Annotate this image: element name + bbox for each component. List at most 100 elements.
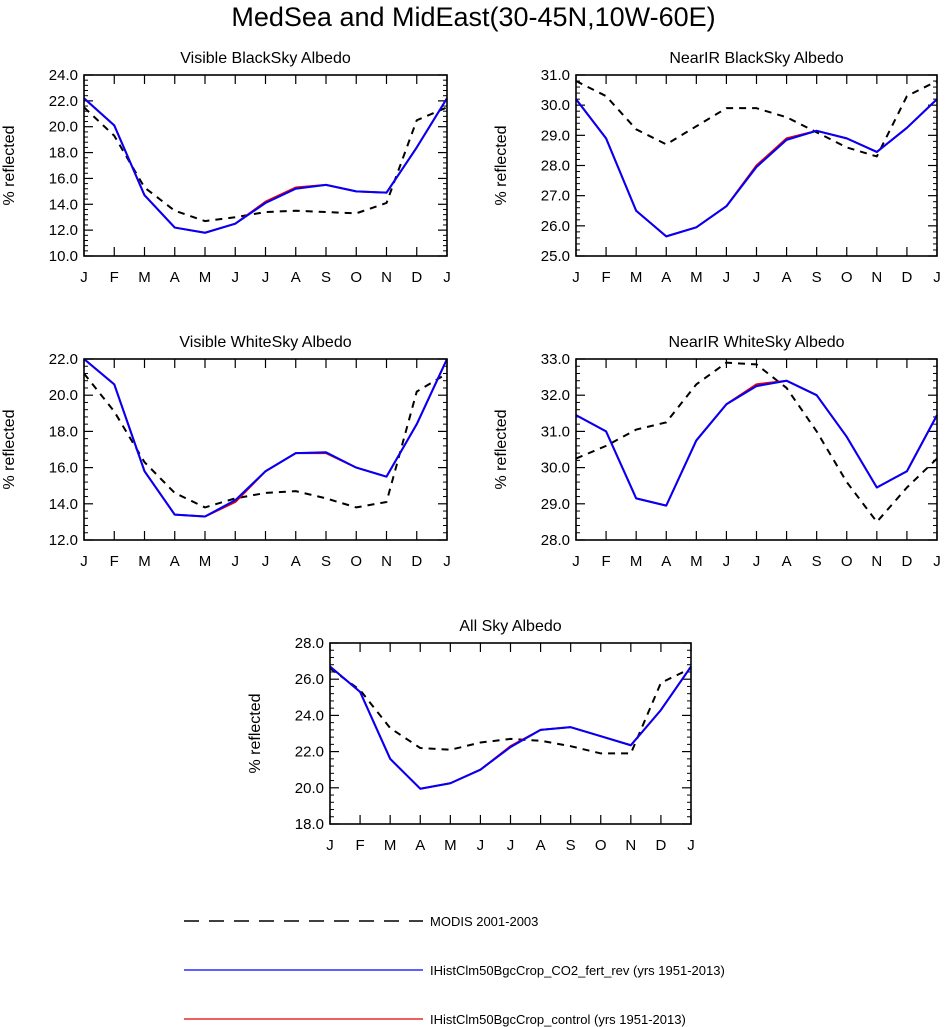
x-tick-label: F (110, 553, 119, 570)
y-tick-label: 18.0 (49, 145, 78, 162)
x-tick-label: A (661, 269, 671, 286)
y-tick-label: 16.0 (49, 170, 78, 187)
series-line-1 (329, 665, 692, 790)
y-tick-label: 26.0 (541, 218, 570, 235)
legend-label-control: IHistClm50BgcCrop_control (yrs 1951-2013… (430, 1012, 686, 1027)
series-line-0 (83, 106, 448, 223)
x-tick-label: J (80, 553, 88, 570)
y-axis-label: % reflected (1, 125, 18, 205)
plot-frame (329, 642, 692, 825)
legend-label-co2: IHistClm50BgcCrop_CO2_fert_rev (yrs 1951… (430, 963, 725, 978)
legend-label-modis: MODIS 2001-2003 (430, 914, 538, 929)
x-tick-label: J (753, 269, 761, 286)
series-line-0 (83, 372, 448, 509)
x-tick-label: A (291, 269, 301, 286)
plot-frame (83, 358, 448, 541)
y-axis-label: % reflected (493, 125, 510, 205)
y-tick-label: 10.0 (49, 248, 78, 265)
x-tick-label: S (812, 269, 822, 286)
x-tick-label: A (782, 553, 792, 570)
series-line-0 (575, 361, 938, 523)
series-line-1 (83, 97, 448, 234)
series-line-2 (329, 665, 692, 790)
x-tick-label: A (536, 837, 546, 854)
x-tick-label: J (572, 553, 580, 570)
y-tick-label: 22.0 (49, 351, 78, 368)
y-tick-label: 12.0 (49, 532, 78, 549)
x-tick-label: A (782, 269, 792, 286)
plot-frame (83, 74, 448, 257)
x-tick-label: D (901, 553, 912, 570)
y-tick-label: 18.0 (295, 816, 324, 833)
y-tick-label: 28.0 (295, 635, 324, 652)
series-line-1 (83, 358, 448, 518)
x-tick-label: O (841, 553, 853, 570)
chart-panel-3: NearIR WhiteSky Albedo % reflected 28.0 29.… (493, 334, 941, 570)
y-tick-label: 31.0 (541, 423, 570, 440)
x-tick-label: F (601, 553, 610, 570)
y-tick-label: 26.0 (295, 671, 324, 688)
x-tick-label: J (753, 553, 761, 570)
y-tick-label: 20.0 (295, 780, 324, 797)
x-tick-label: S (321, 553, 331, 570)
x-tick-label: O (595, 837, 607, 854)
chart-panel-2: Visible WhiteSky Albedo % reflected 12.0 14… (1, 334, 451, 570)
x-tick-label: S (321, 269, 331, 286)
y-tick-label: 24.0 (49, 67, 78, 84)
y-tick-label: 20.0 (49, 387, 78, 404)
x-tick-label: J (232, 269, 240, 286)
x-tick-label: D (411, 269, 422, 286)
y-tick-label: 30.0 (541, 460, 570, 477)
x-tick-label: J (80, 269, 88, 286)
x-tick-label: M (690, 553, 703, 570)
chart-panel-4: All Sky Albedo % reflected 18.0 20.0 22.0 24.… (247, 618, 695, 854)
x-tick-label: D (901, 269, 912, 286)
y-tick-label: 22.0 (49, 93, 78, 110)
x-tick-label: M (690, 269, 703, 286)
x-tick-label: N (871, 269, 882, 286)
chart-panel-0: Visible BlackSky Albedo % reflected 10.0 12… (1, 50, 451, 286)
y-tick-label: 16.0 (49, 460, 78, 477)
y-tick-label: 14.0 (49, 496, 78, 513)
series-line-2 (83, 97, 448, 234)
x-tick-label: M (199, 553, 212, 570)
x-tick-label: J (723, 553, 731, 570)
x-tick-label: J (443, 553, 451, 570)
x-tick-label: J (232, 553, 240, 570)
x-tick-label: O (841, 269, 853, 286)
x-tick-label: J (933, 553, 941, 570)
x-tick-label: J (507, 837, 515, 854)
y-tick-label: 32.0 (541, 387, 570, 404)
x-tick-label: N (381, 269, 392, 286)
x-tick-label: J (572, 269, 580, 286)
series-line-2 (83, 358, 448, 518)
series-line-0 (329, 667, 692, 755)
y-tick-label: 31.0 (541, 67, 570, 84)
x-tick-label: J (443, 269, 451, 286)
series-line-0 (575, 80, 938, 158)
x-tick-label: J (933, 269, 941, 286)
x-tick-label: A (291, 553, 301, 570)
x-tick-label: F (110, 269, 119, 286)
x-tick-label: A (415, 837, 425, 854)
x-tick-label: J (262, 269, 270, 286)
series-line-2 (575, 379, 938, 507)
y-tick-label: 28.0 (541, 158, 570, 175)
x-tick-label: J (326, 837, 334, 854)
x-tick-label: M (444, 837, 457, 854)
panel-title: Visible WhiteSky Albedo (179, 334, 351, 351)
x-tick-label: D (411, 553, 422, 570)
panel-title: NearIR BlackSky Albedo (669, 50, 843, 67)
x-tick-label: M (138, 269, 151, 286)
y-tick-label: 27.0 (541, 188, 570, 205)
panel-title: All Sky Albedo (459, 618, 561, 635)
y-tick-label: 18.0 (49, 423, 78, 440)
y-axis-label: % reflected (247, 693, 264, 773)
x-tick-label: M (630, 553, 643, 570)
legend: MODIS 2001-2003 IHistClm50BgcCrop_CO2_fer… (184, 914, 725, 1027)
x-tick-label: J (477, 837, 485, 854)
y-axis-label: % reflected (1, 409, 18, 489)
x-tick-label: J (262, 553, 270, 570)
plot-frame (575, 358, 938, 541)
